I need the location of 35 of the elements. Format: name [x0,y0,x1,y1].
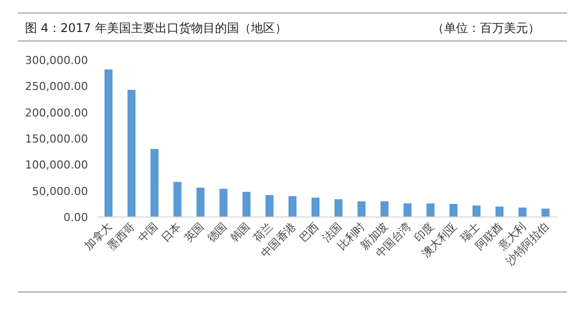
y-tick-label: 100,000.00 [25,158,88,172]
x-tick-label: 韩国 [228,220,253,245]
bar [242,192,250,217]
bar [426,203,434,217]
y-tick-label: 200,000.00 [25,106,88,120]
x-tick-label: 德国 [204,220,230,245]
bar [358,201,366,217]
bar [312,198,320,217]
bar [104,69,112,217]
y-tick-label: 0.00 [64,211,88,224]
y-tick-label: 150,000.00 [25,132,88,146]
y-tick-label: 300,000.00 [25,54,88,67]
bar [472,205,480,217]
y-axis-title: （单位：百万美元） [432,21,540,35]
bar [334,199,342,217]
bar [150,148,158,217]
bar [404,203,412,217]
bar [288,196,296,217]
bar [542,208,550,217]
x-tick-label: 巴西 [296,220,322,245]
bar [196,188,204,217]
bar [518,208,526,217]
bar [266,195,274,217]
bar [128,90,136,217]
x-tick-label: 英国 [182,220,207,245]
x-tick-label: 中国 [136,220,161,245]
chart-title: 图 4：2017 年美国主要出口货物目的国（地区） [25,21,287,35]
x-tick-label: 日本 [158,220,184,245]
bar [496,206,504,217]
bar [174,182,182,217]
bar [450,204,458,217]
bar [380,201,388,217]
y-tick-label: 250,000.00 [25,80,88,94]
bar [220,188,228,217]
y-tick-label: 50,000.00 [32,184,88,198]
